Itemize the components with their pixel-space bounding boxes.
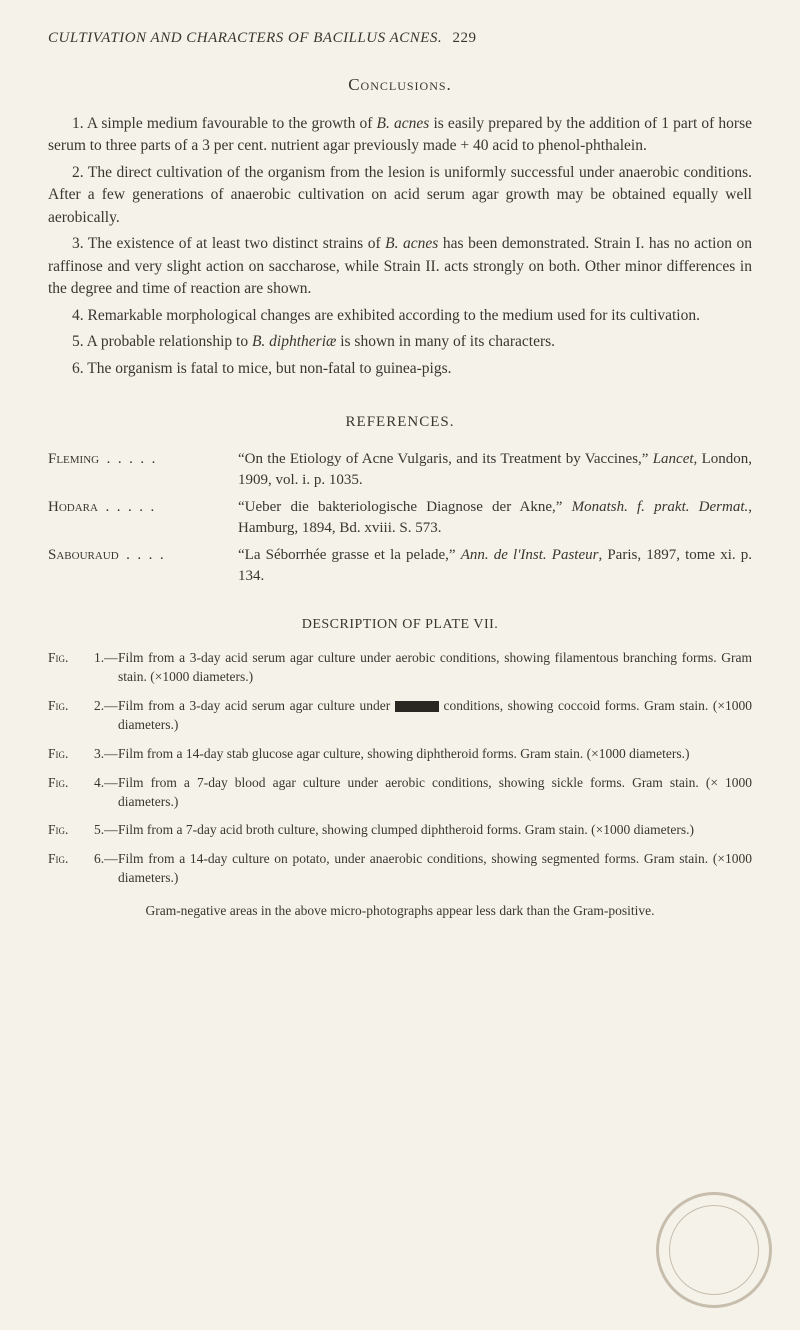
reference-row: Sabouraud . . . . “La Séborrhée grasse e… <box>48 545 752 587</box>
reference-row: Fleming . . . . . “On the Etiology of Ac… <box>48 449 752 491</box>
figure-text: Film from a 3-day acid serum agar cultur… <box>118 697 752 735</box>
figure-row: Fig. 3.— Film from a 14-day stab glucose… <box>48 745 752 764</box>
figure-number: 4.— <box>94 774 118 812</box>
conclusion-item: 6. The organism is fatal to mice, but no… <box>48 358 752 380</box>
stamp-inner-ring-icon <box>669 1205 759 1295</box>
reference-author: Fleming . . . . . <box>48 449 238 491</box>
library-stamp-icon <box>656 1192 772 1308</box>
figure-text: Film from a 14-day culture on potato, un… <box>118 850 752 888</box>
references-title: REFERENCES. <box>48 414 752 431</box>
figure-row: Fig. 1.— Film from a 3-day acid serum ag… <box>48 649 752 687</box>
figure-label: Fig. <box>48 850 94 888</box>
conclusion-item: 4. Remarkable morphological changes are … <box>48 305 752 327</box>
figure-row: Fig. 4.— Film from a 7-day blood agar cu… <box>48 774 752 812</box>
figure-row: Fig. 5.— Film from a 7-day acid broth cu… <box>48 821 752 840</box>
figure-label: Fig. <box>48 697 94 735</box>
reference-row: Hodara . . . . . “Ueber die bakteriologi… <box>48 497 752 539</box>
figure-number: 6.— <box>94 850 118 888</box>
figure-number: 1.— <box>94 649 118 687</box>
figure-text: Film from a 3-day acid serum agar cultur… <box>118 649 752 687</box>
figure-number: 2.— <box>94 697 118 735</box>
reference-text: “La Séborrhée grasse et la pelade,” Ann.… <box>238 545 752 587</box>
figure-text: Film from a 7-day acid broth culture, sh… <box>118 821 752 840</box>
plate-description-title: DESCRIPTION OF PLATE VII. <box>48 617 752 633</box>
figure-number: 3.— <box>94 745 118 764</box>
running-header: CULTIVATION AND CHARACTERS OF BACILLUS A… <box>48 30 752 47</box>
figure-label: Fig. <box>48 774 94 812</box>
figure-text: Film from a 7-day blood agar culture und… <box>118 774 752 812</box>
reference-text: “On the Etiology of Acne Vulgaris, and i… <box>238 449 752 491</box>
conclusion-item: 5. A probable relationship to B. diphthe… <box>48 331 752 353</box>
figure-row: Fig. 2.— Film from a 3-day acid serum ag… <box>48 697 752 735</box>
conclusion-item: 3. The existence of at least two distinc… <box>48 233 752 300</box>
conclusion-item: 1. A simple medium favourable to the gro… <box>48 113 752 158</box>
figure-label: Fig. <box>48 821 94 840</box>
plate-note: Gram-negative areas in the above micro-p… <box>48 902 752 921</box>
figure-row: Fig. 6.— Film from a 14-day culture on p… <box>48 850 752 888</box>
figure-label: Fig. <box>48 649 94 687</box>
reference-text: “Ueber die bakteriologische Diagnose der… <box>238 497 752 539</box>
page-number: 229 <box>452 30 476 46</box>
running-title: CULTIVATION AND CHARACTERS OF BACILLUS A… <box>48 30 442 46</box>
conclusion-item: 2. The direct cultivation of the organis… <box>48 162 752 229</box>
reference-author: Hodara . . . . . <box>48 497 238 539</box>
figure-text: Film from a 14-day stab glucose agar cul… <box>118 745 752 764</box>
reference-author: Sabouraud . . . . <box>48 545 238 587</box>
figure-number: 5.— <box>94 821 118 840</box>
conclusions-title: Conclusions. <box>48 75 752 95</box>
figure-label: Fig. <box>48 745 94 764</box>
